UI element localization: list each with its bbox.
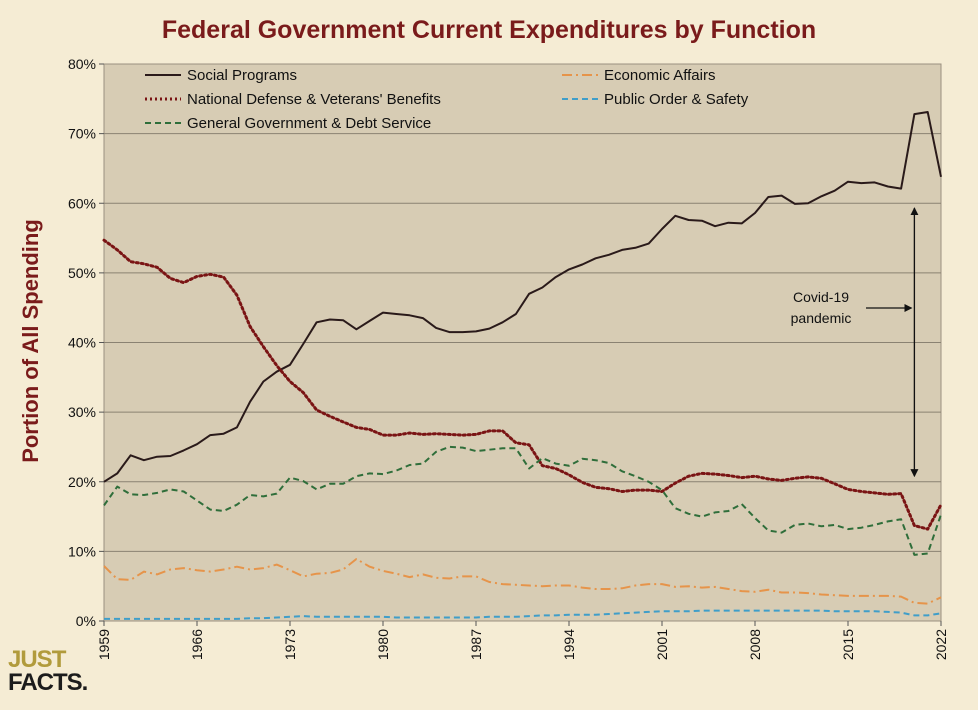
legend-label: Social Programs: [187, 67, 297, 84]
legend-label: Economic Affairs: [604, 67, 715, 84]
x-tick-label: 2008: [747, 629, 763, 660]
y-tick-label: 30%: [68, 404, 96, 420]
just-facts-logo: JUST FACTS.: [8, 646, 88, 696]
y-tick-label: 50%: [68, 265, 96, 281]
series-line: [102, 238, 943, 531]
x-tick-label: 2001: [654, 629, 670, 660]
x-tick-label: 1973: [282, 629, 298, 660]
logo-line-2: FACTS.: [8, 669, 88, 696]
x-tick-label: 1994: [561, 629, 577, 660]
legend-label: National Defense & Veterans' Benefits: [187, 91, 441, 108]
y-tick-label: 0%: [76, 613, 96, 629]
x-tick-label: 1966: [189, 629, 205, 660]
series-lines: [102, 111, 943, 620]
covid-annotation: Covid-19 pandemic: [791, 207, 919, 478]
x-axis-ticks: 1959 1966 1973 1980 1987 1994 2001 2008 2015 2022: [96, 621, 949, 660]
legend-label: General Government & Debt Service: [187, 115, 431, 132]
y-tick-label: 60%: [68, 195, 96, 211]
legend: Social Programs Economic Affairs National …: [145, 67, 749, 132]
x-tick-label: 1987: [468, 629, 484, 660]
annotation-text: pandemic: [791, 310, 852, 326]
annotation-text: Covid-19: [793, 289, 849, 305]
series-line: [103, 111, 942, 483]
y-tick-label: 10%: [68, 543, 96, 559]
y-tick-label: 40%: [68, 335, 96, 351]
y-axis-ticks: 0% 10% 20% 30% 40% 50% 60% 70% 80%: [68, 56, 104, 629]
legend-label: Public Order & Safety: [604, 91, 749, 108]
y-tick-label: 80%: [68, 56, 96, 72]
y-tick-label: 70%: [68, 126, 96, 142]
series-line: [103, 445, 942, 556]
x-tick-label: 1959: [96, 629, 112, 660]
y-tick-label: 20%: [68, 474, 96, 490]
x-tick-label: 2022: [933, 629, 949, 660]
logo-line-1: JUST: [8, 646, 66, 673]
chart-title: Federal Government Current Expenditures …: [161, 16, 817, 44]
x-tick-label: 2015: [840, 629, 856, 660]
x-tick-label: 1980: [375, 629, 391, 660]
series-line: [103, 558, 942, 605]
